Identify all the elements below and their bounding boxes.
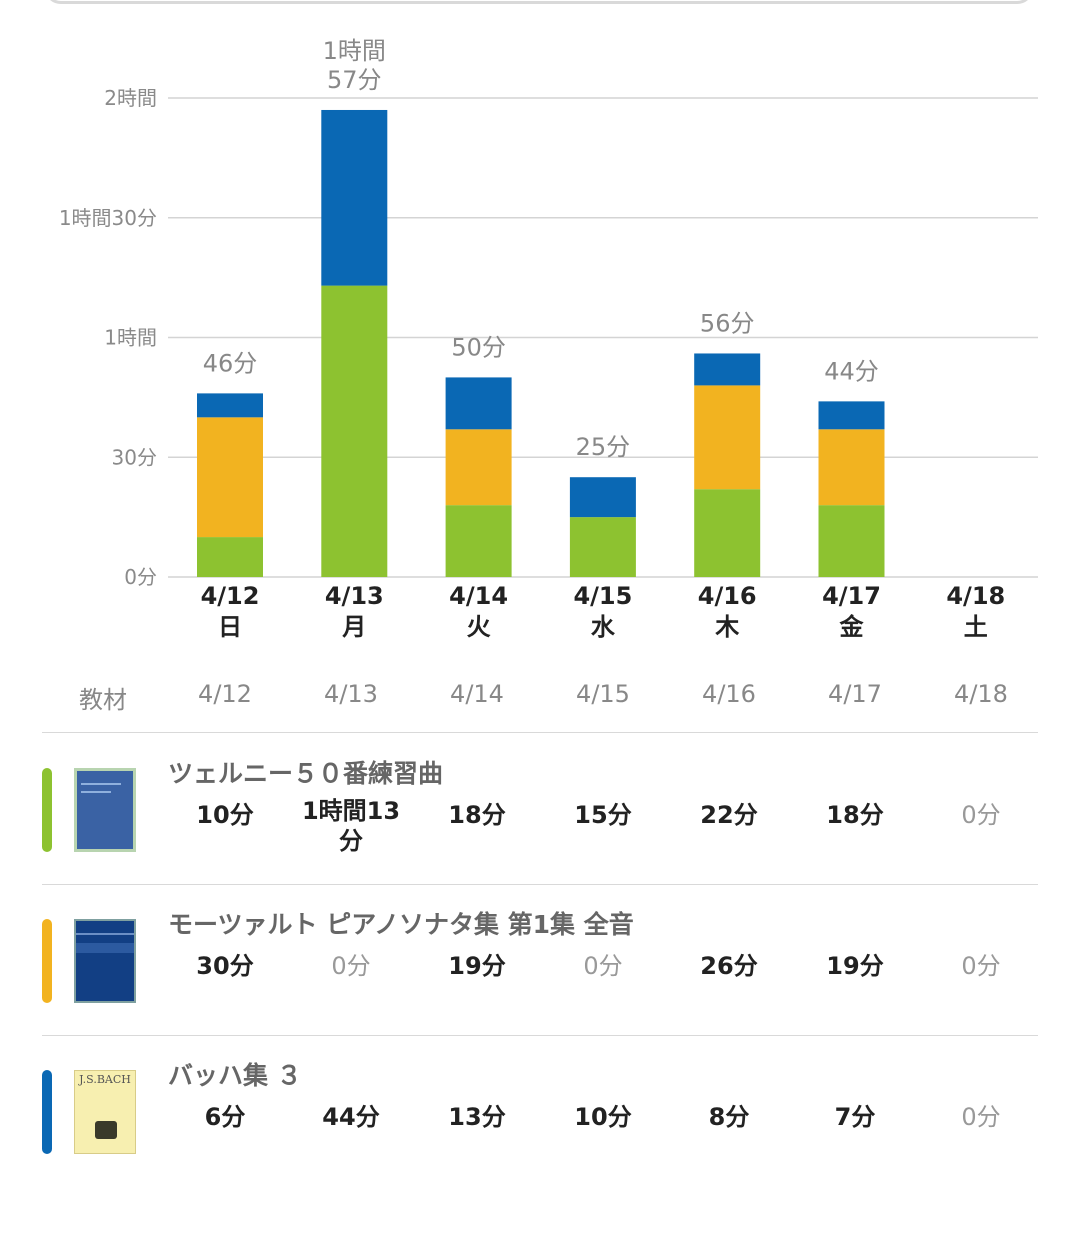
time-value: 10分 xyxy=(574,1103,632,1131)
bar-segment xyxy=(569,477,636,518)
x-tick-date: 4/18 xyxy=(946,582,1005,610)
x-tick-weekday: 月 xyxy=(341,613,366,641)
time-value: 7分 xyxy=(834,1103,876,1131)
x-tick-weekday: 水 xyxy=(591,613,616,641)
time-value: 0分 xyxy=(583,952,623,980)
x-tick-date: 4/12 xyxy=(201,582,260,610)
x-tick-weekday: 土 xyxy=(964,613,988,641)
bar-total-label: 56分 xyxy=(700,309,755,337)
time-value: 18分 xyxy=(448,801,506,829)
book-row-bach[interactable]: J.S.BACH バッハ集 ３ 6分 44分 13分 10分 8分 7分 0分 xyxy=(42,1036,1038,1186)
time-value: 44分 xyxy=(322,1103,380,1131)
y-tick-label: 0分 xyxy=(124,565,157,589)
bar-total-label: 1時間 xyxy=(323,37,386,65)
bar-segment xyxy=(197,393,263,418)
book-cover-image xyxy=(74,919,136,1003)
bar-segment xyxy=(197,537,263,577)
header-date: 4/16 xyxy=(702,680,756,708)
table-header: 教材 4/12 4/13 4/14 4/15 4/16 4/17 4/18 xyxy=(42,668,1038,733)
x-tick-date: 4/15 xyxy=(573,582,632,610)
header-date: 4/12 xyxy=(198,680,252,708)
bar-segment xyxy=(445,377,512,430)
time-value: 22分 xyxy=(700,801,758,829)
book-cover-image: J.S.BACH xyxy=(74,1070,136,1154)
x-tick-weekday: 木 xyxy=(714,613,740,641)
time-value: 0分 xyxy=(961,1103,1001,1131)
book-row-czerny[interactable]: ツェルニー５０番練習曲 10分 1時間13分 18分 15分 22分 18分 0… xyxy=(42,734,1038,885)
header-material-label: 教材 xyxy=(79,686,127,714)
bar-segment xyxy=(445,505,512,577)
book-title: モーツァルト ピアノソナタ集 第1集 全音 xyxy=(168,910,634,939)
practice-time-chart: 0分30分1時間1時間30分2時間46分4/12日1時間57分4/13月50分4… xyxy=(59,37,1038,641)
x-tick-date: 4/16 xyxy=(698,582,757,610)
book-row-mozart[interactable]: モーツァルト ピアノソナタ集 第1集 全音 30分 0分 19分 0分 26分 … xyxy=(42,885,1038,1036)
time-value: 19分 xyxy=(826,952,884,980)
book-title: ツェルニー５０番練習曲 xyxy=(168,759,444,788)
y-tick-label: 1時間30分 xyxy=(59,206,157,230)
bar-segment xyxy=(321,109,388,286)
time-value: 0分 xyxy=(331,952,371,980)
time-value: 6分 xyxy=(204,1103,246,1131)
time-value: 26分 xyxy=(700,952,758,980)
time-value: 13分 xyxy=(448,1103,506,1131)
time-value: 19分 xyxy=(448,952,506,980)
bar-total-label: 50分 xyxy=(451,333,506,361)
header-date: 4/13 xyxy=(324,680,378,708)
header-date: 4/15 xyxy=(576,680,630,708)
bar-total-label: 46分 xyxy=(203,349,258,377)
bar-segment xyxy=(818,505,885,577)
bar-segment xyxy=(569,517,636,577)
bar-segment xyxy=(694,385,761,490)
x-tick-weekday: 火 xyxy=(467,613,491,641)
book-title: バッハ集 ３ xyxy=(168,1061,302,1090)
time-value: 1時間13分 xyxy=(301,797,401,855)
x-tick-date: 4/14 xyxy=(449,582,508,610)
y-tick-label: 2時間 xyxy=(104,86,157,110)
x-tick-date: 4/17 xyxy=(822,582,881,610)
time-value: 8分 xyxy=(708,1103,750,1131)
series-color-bar xyxy=(42,768,52,852)
x-tick-weekday: 金 xyxy=(839,613,865,641)
bar-segment xyxy=(694,489,761,577)
bar-segment xyxy=(321,285,388,577)
y-tick-label: 1時間 xyxy=(104,326,157,350)
series-color-bar xyxy=(42,919,52,1003)
series-color-bar xyxy=(42,1070,52,1154)
time-value: 0分 xyxy=(961,952,1001,980)
bar-segment xyxy=(818,429,885,506)
bar-total-label: 57分 xyxy=(327,66,382,94)
bar-segment xyxy=(445,429,512,506)
bar-total-label: 44分 xyxy=(824,357,879,385)
bar-segment xyxy=(694,353,761,386)
time-value: 0分 xyxy=(961,801,1001,829)
book-cover-image xyxy=(74,768,136,852)
header-date: 4/18 xyxy=(954,680,1008,708)
time-value: 15分 xyxy=(574,801,632,829)
bar-segment xyxy=(818,401,885,430)
time-value: 10分 xyxy=(196,801,254,829)
bar-total-label: 25分 xyxy=(576,433,631,461)
y-tick-label: 30分 xyxy=(112,445,157,469)
x-tick-date: 4/13 xyxy=(325,582,384,610)
time-value: 18分 xyxy=(826,801,884,829)
header-date: 4/14 xyxy=(450,680,504,708)
bar-segment xyxy=(197,417,263,538)
x-tick-weekday: 日 xyxy=(218,613,242,641)
header-date: 4/17 xyxy=(828,680,882,708)
time-value: 30分 xyxy=(196,952,254,980)
